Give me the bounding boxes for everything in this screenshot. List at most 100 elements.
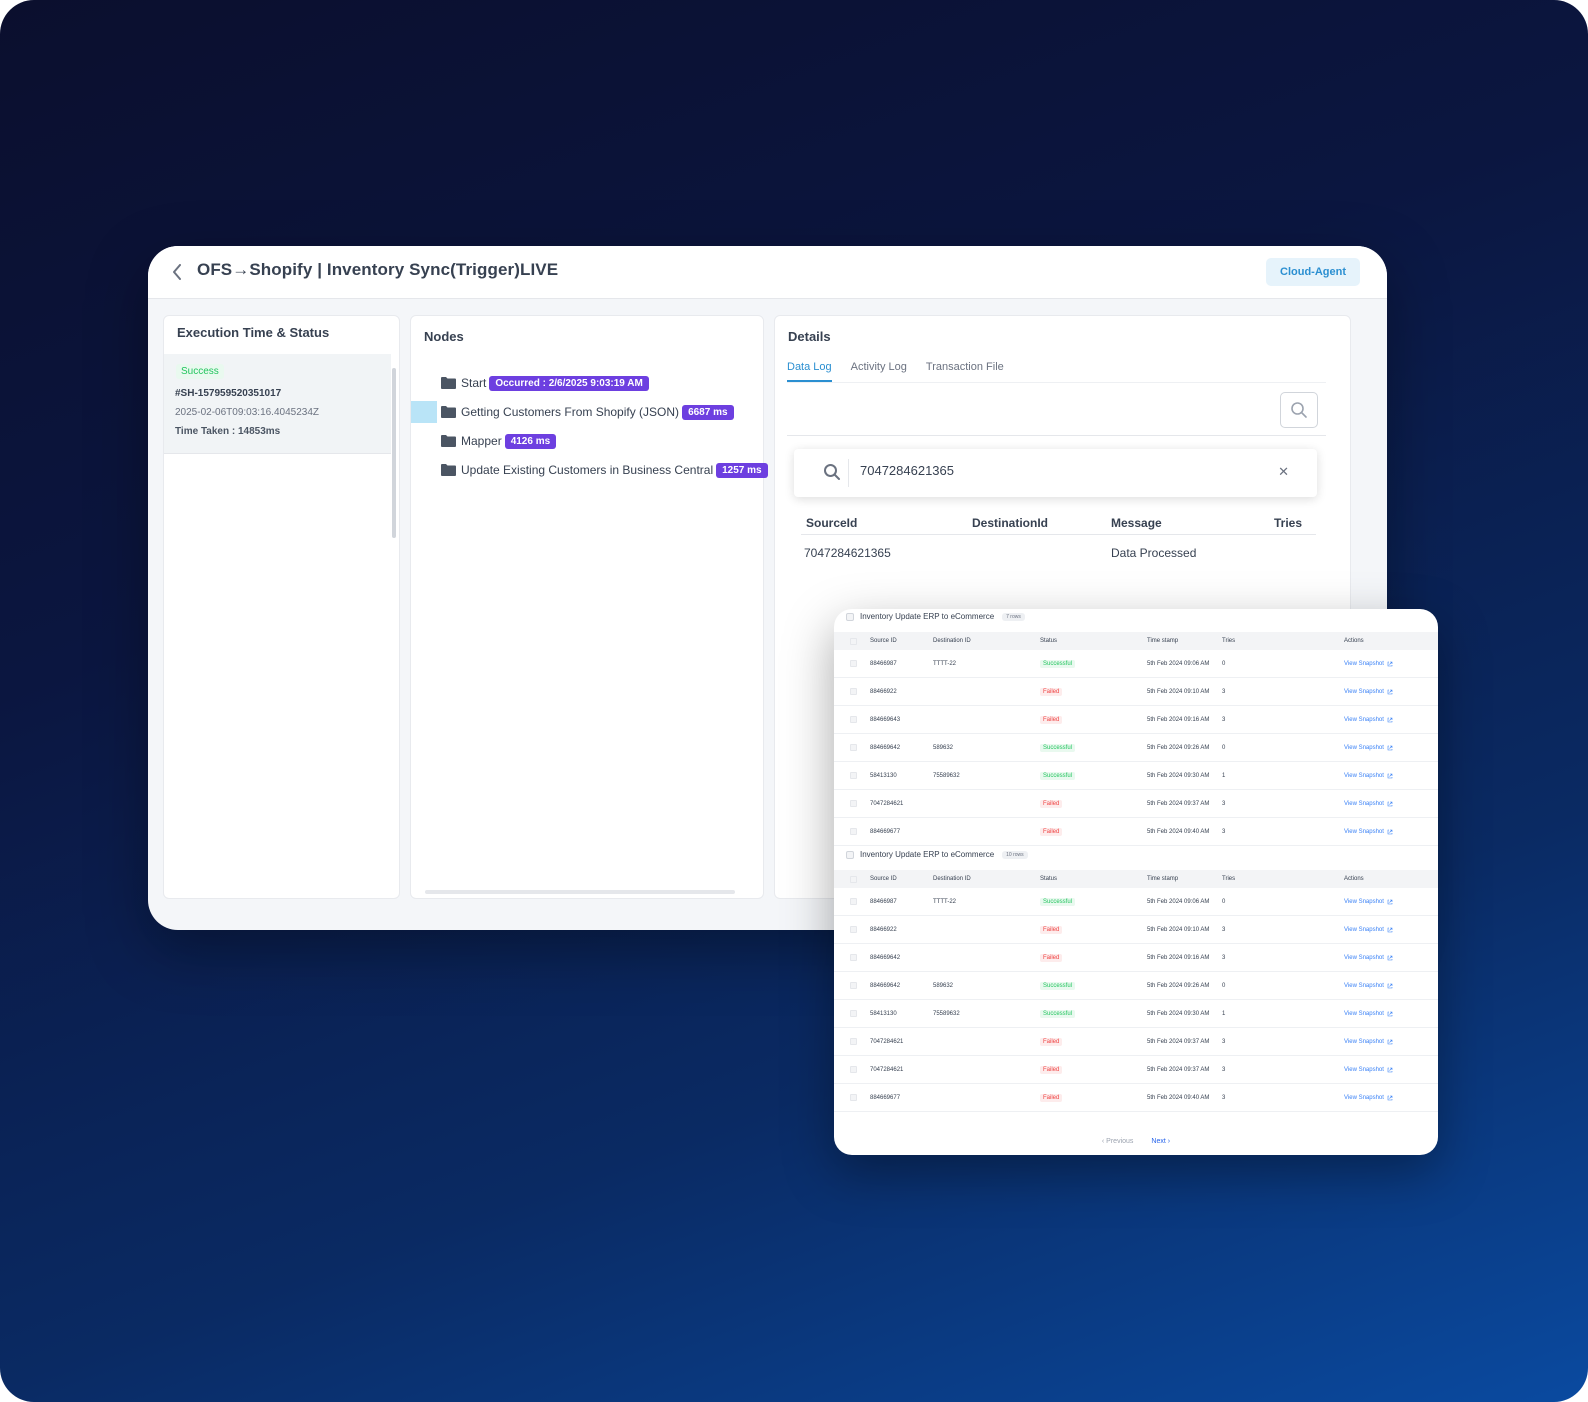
external-link-icon: [1387, 1039, 1393, 1044]
close-icon[interactable]: ✕: [1278, 464, 1289, 479]
view-snapshot-link[interactable]: View Snapshot: [1344, 926, 1384, 933]
view-snapshot-link[interactable]: View Snapshot: [1344, 1066, 1384, 1073]
header-checkbox[interactable]: [850, 875, 857, 883]
row-checkbox[interactable]: [850, 1094, 857, 1101]
view-snapshot-link[interactable]: View Snapshot: [1344, 898, 1384, 905]
row-checkbox[interactable]: [850, 898, 857, 905]
cell-tries: 0: [1222, 744, 1226, 751]
cell-tries: 3: [1222, 1038, 1226, 1045]
cell-tries: 3: [1222, 926, 1226, 933]
view-snapshot-link[interactable]: View Snapshot: [1344, 1038, 1384, 1045]
node-label: Getting Customers From Shopify (JSON): [461, 405, 680, 419]
node-getting-customers[interactable]: Getting Customers From Shopify (JSON) 66…: [441, 401, 734, 423]
row-checkbox[interactable]: [850, 828, 857, 835]
view-snapshot-link[interactable]: View Snapshot: [1344, 828, 1384, 835]
table-row[interactable]: 88466987 TTTT-22 Successful 5th Feb 2024 09…: [834, 650, 1438, 678]
table-row[interactable]: 88466987 TTTT-22 Successful 5th Feb 2024 09…: [834, 888, 1438, 916]
node-mapper[interactable]: Mapper 4126 ms: [441, 430, 557, 452]
row-checkbox[interactable]: [850, 926, 857, 933]
view-snapshot-link[interactable]: View Snapshot: [1344, 1010, 1384, 1017]
table-row[interactable]: 884669642 Failed 5th Feb 2024 09:16 AM 3 Vie…: [834, 944, 1438, 972]
cell-source-id: 88466922: [870, 926, 897, 933]
table-row[interactable]: 7047284621 Failed 5th Feb 2024 09:37 AM 3 Vi…: [834, 790, 1438, 818]
status-badge: Success: [176, 364, 224, 379]
row-checkbox[interactable]: [850, 954, 857, 961]
execution-scrollbar[interactable]: [392, 368, 396, 538]
table-row[interactable]: 884669642 589632 Successful 5th Feb 2024 09…: [834, 734, 1438, 762]
row-checkbox[interactable]: [850, 982, 857, 989]
status-badge: Failed: [1040, 953, 1063, 962]
table-row[interactable]: 58413130 75589632 Successful 5th Feb 2024 0…: [834, 762, 1438, 790]
nodes-scrollbar[interactable]: [425, 890, 735, 894]
table-row[interactable]: 884669643 Failed 5th Feb 2024 09:16 AM 3 Vie…: [834, 706, 1438, 734]
search-input[interactable]: 7047284621365 ✕: [794, 449, 1317, 497]
tab-transaction-file[interactable]: Transaction File: [925, 361, 1004, 373]
row-checkbox[interactable]: [850, 744, 857, 751]
view-snapshot-link[interactable]: View Snapshot: [1344, 800, 1384, 807]
cell-destination-id: 75589632: [933, 772, 960, 779]
row-count-badge: 10 rows: [1002, 850, 1028, 859]
status-badge: Failed: [1040, 1065, 1063, 1074]
table-row[interactable]: 7047284621 Failed 5th Feb 2024 09:37 AM 3 Vi…: [834, 1028, 1438, 1056]
cell-sourceid: 7047284621365: [804, 546, 891, 560]
row-checkbox[interactable]: [850, 1010, 857, 1017]
execution-card[interactable]: Success #SH-157959520351017 2025-02-06T0…: [164, 354, 391, 454]
node-update-customers[interactable]: Update Existing Customers in Business Ce…: [441, 459, 768, 481]
previous-button[interactable]: ‹ Previous: [1101, 1138, 1134, 1145]
view-snapshot-link[interactable]: View Snapshot: [1344, 954, 1384, 961]
folder-icon: [441, 406, 456, 418]
cell-timestamp: 5th Feb 2024 09:06 AM: [1147, 898, 1210, 905]
view-snapshot-link[interactable]: View Snapshot: [1344, 716, 1384, 723]
table-row[interactable]: 88466922 Failed 5th Feb 2024 09:10 AM 3 View…: [834, 916, 1438, 944]
column-header: Source ID: [870, 876, 897, 882]
status-badge: Failed: [1040, 1037, 1063, 1046]
section-checkbox[interactable]: [846, 612, 854, 621]
table-row[interactable]: 7047284621 Failed 5th Feb 2024 09:37 AM 3 Vi…: [834, 1056, 1438, 1084]
table-row[interactable]: 884669677 Failed 5th Feb 2024 09:40 AM 3 Vie…: [834, 818, 1438, 846]
table-row[interactable]: 884669642 589632 Successful 5th Feb 2024 09…: [834, 972, 1438, 1000]
table-row[interactable]: 884669677 Failed 5th Feb 2024 09:40 AM 3 Vie…: [834, 1084, 1438, 1112]
table-row[interactable]: 88466922 Failed 5th Feb 2024 09:10 AM 3 View…: [834, 678, 1438, 706]
row-checkbox[interactable]: [850, 716, 857, 723]
cell-timestamp: 5th Feb 2024 09:30 AM: [1147, 772, 1210, 779]
table-header: Source ID Destination ID Status Time stamp T…: [834, 870, 1438, 888]
cell-tries: 0: [1222, 982, 1226, 989]
header-checkbox[interactable]: [850, 637, 857, 645]
execution-panel: Execution Time & Status Success #SH-1579…: [163, 315, 400, 899]
cell-timestamp: 5th Feb 2024 09:40 AM: [1147, 828, 1210, 835]
cloud-agent-badge[interactable]: Cloud-Agent: [1266, 258, 1360, 286]
next-button[interactable]: Next ›: [1151, 1138, 1171, 1145]
data-log-overlay: Inventory Update ERP to eCommerce 7 rows S…: [834, 609, 1438, 1155]
pagination: ‹ Previous Next ›: [834, 1138, 1438, 1145]
view-snapshot-link[interactable]: View Snapshot: [1344, 744, 1384, 751]
row-checkbox[interactable]: [850, 772, 857, 779]
back-button[interactable]: [166, 261, 188, 283]
cell-destination-id: 589632: [933, 744, 954, 751]
cell-source-id: 884669677: [870, 828, 901, 835]
view-snapshot-link[interactable]: View Snapshot: [1344, 772, 1384, 779]
row-checkbox[interactable]: [850, 660, 857, 667]
page-title: OFS→Shopify | Inventory Sync(Trigger)LIV…: [197, 260, 559, 279]
row-checkbox[interactable]: [850, 1038, 857, 1045]
tab-activity-log[interactable]: Activity Log: [850, 361, 907, 373]
section-checkbox[interactable]: [846, 850, 854, 859]
table-header-divider: [801, 534, 1316, 535]
row-checkbox[interactable]: [850, 800, 857, 807]
view-snapshot-link[interactable]: View Snapshot: [1344, 660, 1384, 667]
view-snapshot-link[interactable]: View Snapshot: [1344, 982, 1384, 989]
cell-timestamp: 5th Feb 2024 09:26 AM: [1147, 982, 1210, 989]
view-snapshot-link[interactable]: View Snapshot: [1344, 1094, 1384, 1101]
row-checkbox[interactable]: [850, 1066, 857, 1073]
node-start[interactable]: Start Occurred : 2/6/2025 9:03:19 AM: [441, 372, 649, 394]
tab-data-log[interactable]: Data Log: [787, 361, 832, 382]
chevron-left-icon: [173, 264, 181, 280]
row-checkbox[interactable]: [850, 688, 857, 695]
view-snapshot-link[interactable]: View Snapshot: [1344, 688, 1384, 695]
cell-destination-id: TTTT-22: [933, 660, 957, 667]
column-header: Source ID: [870, 638, 897, 644]
cell-source-id: 58413130: [870, 1010, 897, 1017]
column-header-message: Message: [1111, 516, 1162, 530]
search-toggle-button[interactable]: [1280, 392, 1318, 428]
table-row[interactable]: 58413130 75589632 Successful 5th Feb 2024 0…: [834, 1000, 1438, 1028]
section-title: Inventory Update ERP to eCommerce 10 rows: [846, 850, 1028, 859]
